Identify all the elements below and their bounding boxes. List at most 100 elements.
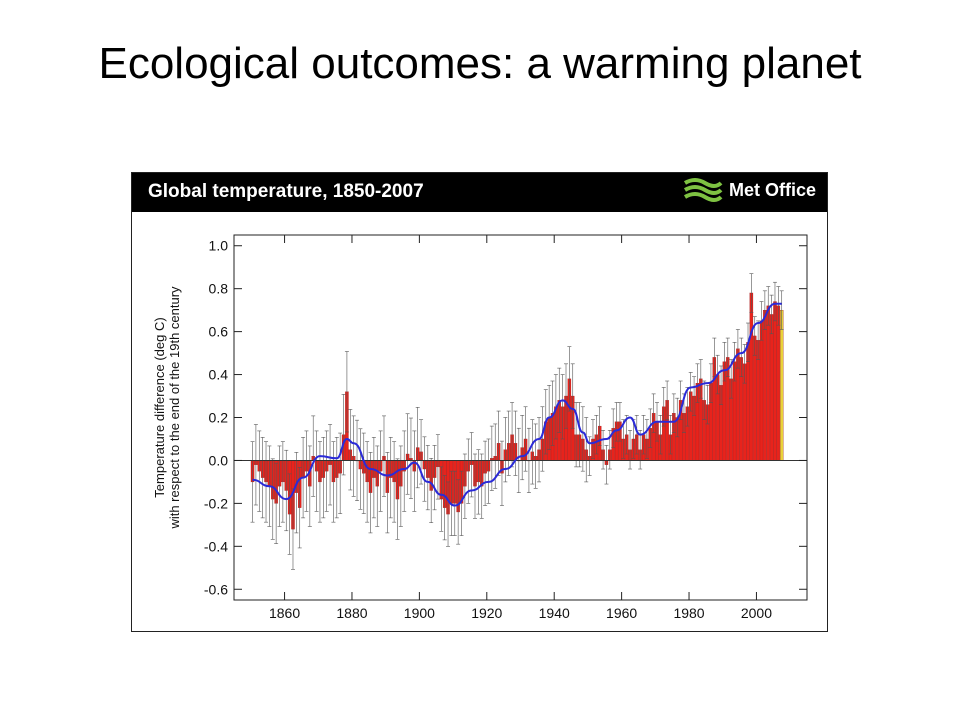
y-axis-label-line1: Temperature difference (deg C) bbox=[152, 317, 167, 497]
error-bar-1866 bbox=[304, 430, 309, 512]
error-bar-1904 bbox=[432, 445, 437, 511]
bar-2006 bbox=[776, 305, 781, 461]
error-bar-1915 bbox=[469, 432, 474, 498]
error-bar-1879 bbox=[348, 409, 353, 491]
y-tick-label: 0.4 bbox=[209, 367, 229, 383]
error-bar-1954 bbox=[601, 430, 606, 470]
error-bar-1969 bbox=[651, 393, 656, 433]
y-tick-label: -0.2 bbox=[204, 495, 228, 511]
error-bar-1864 bbox=[297, 467, 302, 549]
y-tick-label: 0.0 bbox=[209, 452, 229, 468]
error-bar-1883 bbox=[361, 432, 366, 514]
error-bar-1871 bbox=[321, 437, 326, 519]
chart-figure: Global temperature, 1850-2007 Met Office… bbox=[131, 172, 828, 632]
error-bar-1912 bbox=[459, 470, 464, 536]
error-bar-1890 bbox=[385, 452, 390, 534]
bar-2007 bbox=[780, 309, 784, 461]
error-bar-1998 bbox=[749, 273, 754, 313]
error-bar-2003 bbox=[766, 286, 771, 326]
error-bar-1961 bbox=[624, 415, 629, 455]
error-bar-1911 bbox=[456, 479, 461, 545]
y-tick-label: 0.6 bbox=[209, 324, 229, 340]
error-bar-1924 bbox=[499, 440, 504, 506]
error-bar-1958 bbox=[614, 402, 619, 442]
error-bar-1898 bbox=[412, 430, 417, 512]
error-bar-1889 bbox=[381, 415, 386, 497]
temperature-chart: -0.6-0.4-0.20.00.20.40.60.81.0 1860 1880 1… bbox=[152, 234, 808, 621]
error-bar-1981 bbox=[692, 376, 697, 416]
error-bar-1952 bbox=[594, 415, 599, 455]
error-bar-1964 bbox=[634, 415, 639, 455]
error-bar-1995 bbox=[739, 337, 744, 378]
error-bar-2006 bbox=[776, 286, 781, 326]
error-bar-1860 bbox=[284, 449, 289, 532]
bar-1998 bbox=[749, 292, 754, 461]
error-bar-1962 bbox=[628, 430, 633, 470]
error-bar-1959 bbox=[617, 402, 622, 442]
error-bar-1906 bbox=[439, 466, 444, 532]
met-office-wave-icon bbox=[683, 178, 723, 202]
error-bar-1945 bbox=[570, 363, 575, 429]
error-bar-1955 bbox=[604, 445, 609, 485]
error-bar-1896 bbox=[405, 413, 410, 495]
y-tick-label: 0.8 bbox=[209, 281, 229, 297]
error-bar-2002 bbox=[762, 290, 767, 330]
error-bar-1876 bbox=[338, 432, 343, 514]
error-bar-1908 bbox=[446, 481, 451, 547]
error-bar-1905 bbox=[435, 434, 440, 500]
error-bar-1888 bbox=[378, 430, 383, 512]
error-bar-1934 bbox=[533, 423, 538, 489]
x-tick-label: 1920 bbox=[471, 605, 502, 621]
error-bar-1943 bbox=[564, 363, 569, 429]
error-bar-1850 bbox=[250, 441, 255, 523]
error-bar-1982 bbox=[695, 363, 700, 403]
error-bar-1869 bbox=[314, 430, 319, 512]
error-bar-1980 bbox=[688, 372, 693, 412]
error-bar-1851 bbox=[253, 424, 258, 506]
error-bar-1975 bbox=[671, 393, 676, 433]
error-bar-1985 bbox=[705, 384, 710, 425]
bar-2001 bbox=[759, 320, 764, 461]
slide-title: Ecological outcomes: a warming planet bbox=[98, 39, 862, 88]
error-bar-1925 bbox=[503, 417, 508, 483]
error-bar-1999 bbox=[752, 316, 757, 356]
error-bar-1973 bbox=[665, 380, 670, 420]
error-bar-1852 bbox=[257, 430, 262, 512]
error-bar-1983 bbox=[698, 359, 703, 399]
error-bar-1859 bbox=[280, 441, 285, 523]
error-bar-1965 bbox=[638, 430, 643, 470]
error-bar-1897 bbox=[408, 417, 413, 499]
error-bar-1928 bbox=[513, 410, 518, 476]
error-bar-1993 bbox=[732, 342, 737, 382]
error-bar-1994 bbox=[735, 329, 740, 369]
error-bar-1960 bbox=[621, 419, 626, 459]
error-bar-1873 bbox=[328, 424, 333, 506]
error-bar-1972 bbox=[661, 387, 666, 427]
error-bar-1868 bbox=[311, 415, 316, 497]
error-bar-1867 bbox=[307, 445, 312, 527]
error-bar-1858 bbox=[277, 445, 282, 527]
error-bar-1899 bbox=[415, 407, 420, 489]
error-bar-1870 bbox=[317, 441, 322, 523]
error-bar-1913 bbox=[462, 453, 467, 519]
error-bar-1907 bbox=[442, 475, 447, 541]
error-bar-1854 bbox=[264, 441, 269, 523]
bar-2002 bbox=[763, 309, 767, 461]
error-bar-1926 bbox=[506, 410, 511, 476]
error-bar-1953 bbox=[597, 406, 602, 446]
error-bar-1967 bbox=[644, 419, 649, 459]
error-bar-1968 bbox=[648, 408, 653, 448]
error-bar-1886 bbox=[371, 437, 376, 519]
error-bar-1910 bbox=[452, 470, 457, 536]
error-bar-1920 bbox=[486, 438, 491, 504]
error-bar-1887 bbox=[375, 445, 380, 527]
met-office-logo: Met Office bbox=[683, 177, 816, 207]
error-bar-1941 bbox=[557, 367, 562, 433]
error-bar-1918 bbox=[479, 453, 484, 519]
error-bar-1891 bbox=[388, 437, 393, 519]
error-bar-2000 bbox=[756, 320, 761, 360]
bar-2005 bbox=[773, 301, 777, 461]
x-tick-label: 1980 bbox=[673, 605, 704, 621]
y-axis-label-line2: with respect to the end of the 19th cent… bbox=[167, 286, 182, 530]
error-bar-1874 bbox=[331, 441, 336, 523]
